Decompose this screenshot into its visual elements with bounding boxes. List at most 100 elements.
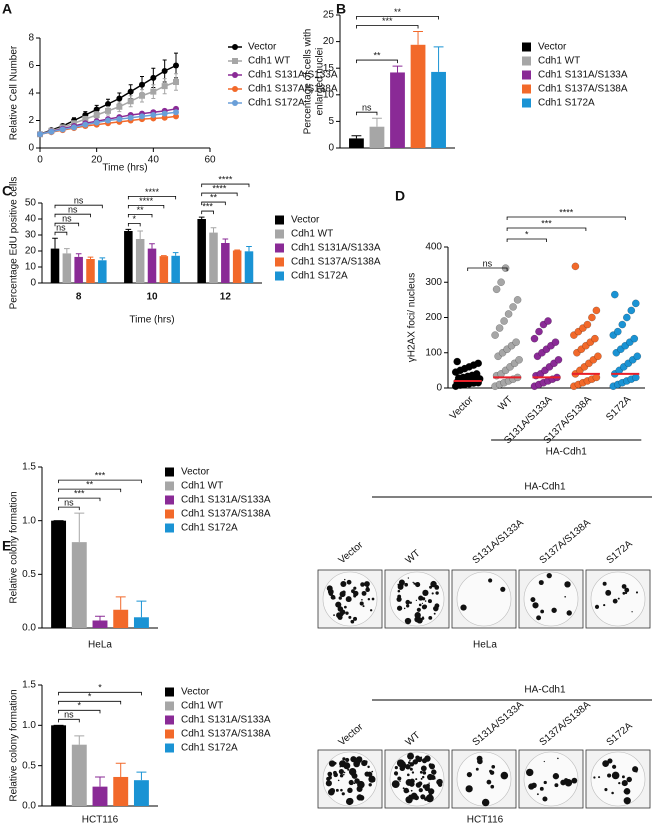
colony bbox=[394, 766, 398, 770]
y-tick-label: 6 bbox=[28, 60, 34, 71]
colony bbox=[410, 757, 413, 760]
colony bbox=[428, 615, 433, 620]
significance-label: ns bbox=[56, 223, 66, 233]
colony bbox=[557, 757, 559, 760]
legend-swatch bbox=[165, 523, 174, 533]
data-point bbox=[592, 373, 601, 382]
colony bbox=[428, 788, 435, 795]
data-point bbox=[633, 352, 642, 361]
colony bbox=[339, 774, 344, 778]
colony bbox=[621, 584, 627, 589]
colony bbox=[350, 620, 353, 623]
colony bbox=[359, 601, 364, 606]
plate-well bbox=[456, 751, 512, 807]
significance-label: ns bbox=[483, 258, 493, 268]
colony bbox=[342, 757, 346, 761]
colony bbox=[345, 797, 354, 806]
colony bbox=[564, 595, 566, 598]
error-bar bbox=[52, 237, 58, 249]
colony bbox=[328, 775, 332, 780]
plate-well bbox=[456, 571, 512, 627]
error-bar bbox=[74, 512, 85, 543]
marker bbox=[150, 88, 157, 95]
bar bbox=[50, 248, 60, 283]
marker bbox=[173, 109, 179, 116]
plate-label: S131A/S133A bbox=[471, 517, 526, 566]
colony bbox=[635, 770, 638, 773]
colony bbox=[526, 768, 534, 777]
marker bbox=[48, 128, 55, 135]
colony bbox=[410, 789, 413, 792]
legend-swatch bbox=[165, 687, 174, 697]
colony bbox=[354, 778, 360, 784]
colony bbox=[364, 581, 370, 587]
bar bbox=[51, 725, 67, 806]
plate-label: S131A/S133A bbox=[471, 699, 526, 748]
plate-image bbox=[518, 569, 584, 629]
y-tick-label: 1.0 bbox=[22, 720, 36, 731]
colony bbox=[566, 610, 572, 616]
plate-image bbox=[585, 569, 651, 629]
error-bar bbox=[372, 117, 382, 127]
colony bbox=[420, 777, 423, 780]
legend-label: Cdh1 S137A/S138A bbox=[248, 84, 338, 95]
y-axis-label: Relative colony formation bbox=[9, 491, 20, 603]
colony bbox=[339, 591, 346, 598]
marker bbox=[127, 88, 134, 95]
colony bbox=[435, 591, 439, 595]
y-tick-label: 1.5 bbox=[22, 680, 36, 691]
bar bbox=[410, 44, 426, 148]
colony bbox=[635, 591, 639, 594]
colony bbox=[353, 782, 356, 785]
significance-bracket bbox=[127, 196, 177, 200]
colony bbox=[397, 776, 402, 781]
marker bbox=[161, 83, 168, 90]
colony bbox=[343, 771, 346, 774]
x-tick-label: 10 bbox=[146, 292, 158, 303]
colony bbox=[368, 773, 372, 777]
colony bbox=[433, 777, 436, 780]
bar bbox=[92, 620, 108, 628]
colony bbox=[341, 792, 345, 796]
colony bbox=[353, 586, 357, 590]
y-axis-label: Relative Cell Number bbox=[9, 45, 20, 140]
legend-label: Vector bbox=[248, 42, 277, 53]
colony bbox=[465, 785, 473, 793]
colony bbox=[542, 796, 548, 802]
colony bbox=[489, 770, 495, 775]
significance-bracket bbox=[58, 497, 101, 502]
y-tick-label: 15 bbox=[323, 63, 335, 74]
legend-label: Cdh1 S131A/S133A bbox=[248, 70, 338, 81]
data-point bbox=[512, 338, 520, 347]
x-tick-label: 12 bbox=[220, 292, 232, 303]
marker bbox=[150, 74, 157, 81]
legend-label: Cdh1 S131A/S133A bbox=[181, 715, 271, 726]
legend-swatch bbox=[165, 701, 174, 711]
marker bbox=[82, 116, 89, 123]
colony bbox=[564, 581, 571, 588]
legend-marker bbox=[232, 58, 238, 64]
colony bbox=[345, 757, 350, 762]
data-point bbox=[588, 313, 596, 322]
bar bbox=[209, 232, 218, 283]
legend-swatch bbox=[165, 715, 174, 725]
colony bbox=[466, 771, 473, 778]
plate-image bbox=[317, 569, 383, 629]
significance-label: ns bbox=[68, 205, 78, 215]
legend-swatch bbox=[522, 42, 531, 52]
axis-line bbox=[39, 38, 210, 149]
marker bbox=[59, 126, 66, 133]
significance-label: *** bbox=[74, 489, 85, 499]
marker bbox=[173, 62, 179, 69]
marker bbox=[93, 106, 100, 113]
significance-bracket bbox=[127, 214, 153, 218]
significance-bracket bbox=[201, 210, 214, 215]
colony bbox=[422, 589, 429, 597]
error-bar bbox=[136, 600, 147, 618]
bar bbox=[135, 239, 145, 283]
data-point bbox=[622, 313, 631, 322]
plate-well bbox=[523, 571, 579, 627]
y-tick-label: 10 bbox=[323, 89, 335, 100]
colony bbox=[611, 791, 614, 795]
data-point bbox=[591, 334, 599, 343]
